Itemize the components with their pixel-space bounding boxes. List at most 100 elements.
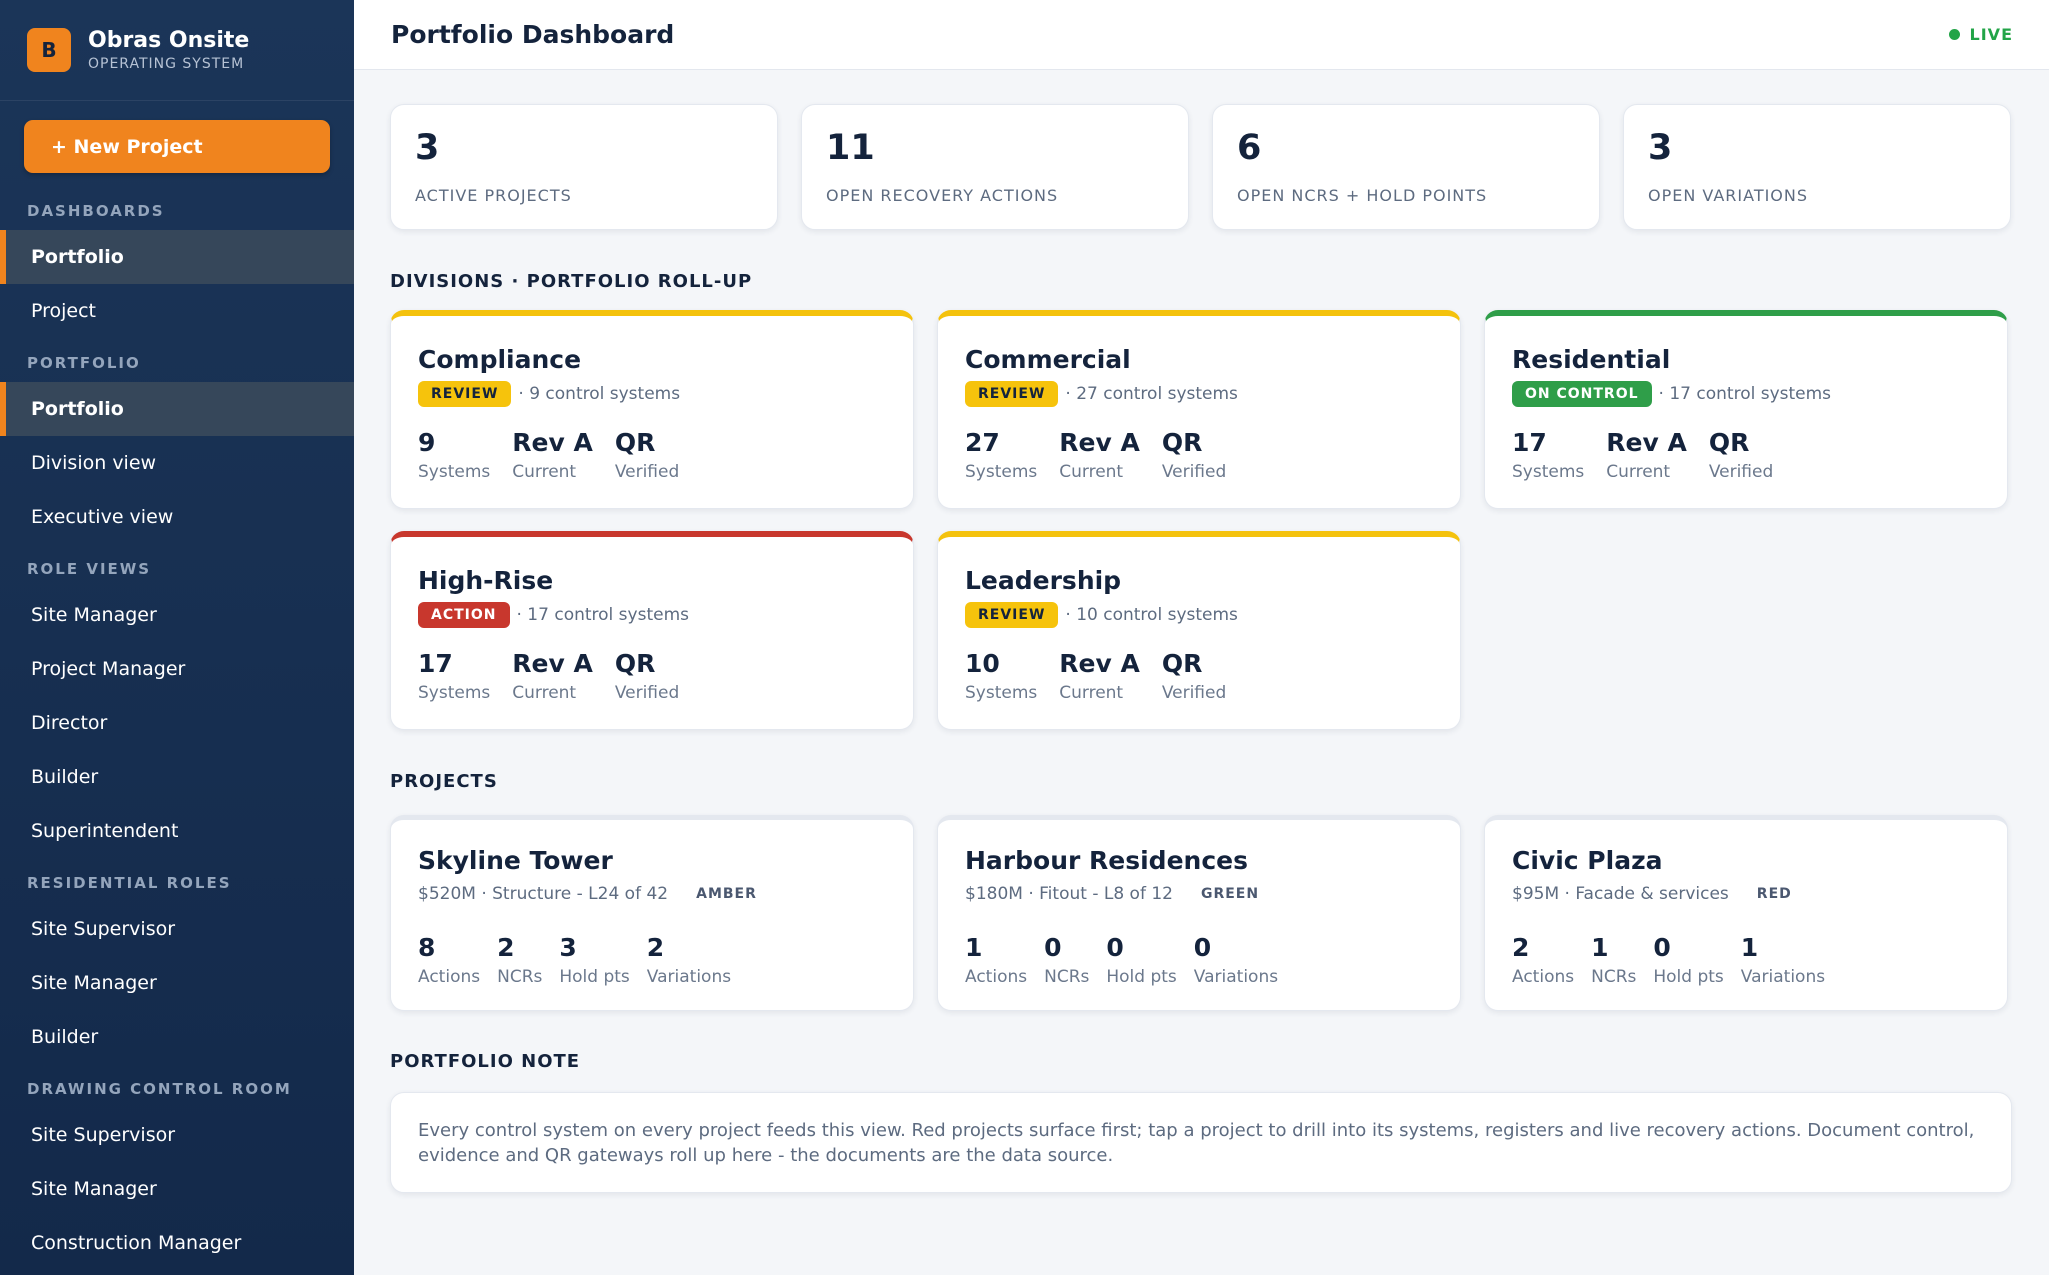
kpi-card: 3 Active projects	[390, 104, 778, 230]
sidebar-item-superintendent[interactable]: Superintendent	[31, 820, 179, 842]
stat-value: 27	[965, 428, 1000, 457]
project-name: Skyline Tower	[418, 846, 613, 875]
stat-value: 0	[1044, 933, 1062, 962]
stat-label: Systems	[965, 461, 1038, 482]
kpi-card: 6 Open NCRs + Hold points	[1212, 104, 1600, 230]
stat-label: Current	[1606, 461, 1671, 482]
nav-section-title: ROLE VIEWS	[27, 560, 152, 578]
status-badge: REVIEW	[418, 381, 512, 407]
stat-value: 0	[1653, 933, 1671, 962]
stat-label: Systems	[965, 682, 1038, 703]
brand[interactable]: B Obras Onsite OPERATING SYSTEM	[0, 0, 354, 101]
division-card-high-rise[interactable]: High-Rise ACTION · 17 control systems 17 S…	[390, 531, 914, 730]
stat-label: Verified	[1161, 461, 1227, 482]
stat-label: Variations	[1740, 966, 1826, 987]
brand-name: Obras Onsite	[88, 27, 250, 53]
stat-value: Rev A	[512, 428, 593, 457]
project-card-civic-plaza[interactable]: Civic Plaza $95M · Facade & services RED …	[1484, 815, 2008, 1011]
kpi-card: 3 Open variations	[1623, 104, 2011, 230]
brand-logo: B	[27, 28, 71, 72]
systems-count: · 9 control systems	[518, 384, 681, 404]
status-badge: REVIEW	[965, 602, 1059, 628]
divisions-section-title: Divisions · Portfolio roll-up	[390, 271, 753, 292]
stat-label: NCRs	[1591, 966, 1637, 987]
project-card-harbour-residences[interactable]: Harbour Residences $180M · Fitout - L8 o…	[937, 815, 1461, 1011]
stat-value: 0	[1193, 933, 1212, 962]
sidebar-item-construction-manager[interactable]: Construction Manager	[31, 1232, 242, 1254]
stat-label: Actions	[418, 966, 481, 987]
stat-value: 1	[1740, 933, 1759, 962]
brand-subtitle: OPERATING SYSTEM	[88, 56, 245, 73]
systems-count: · 27 control systems	[1065, 384, 1238, 404]
division-card-residential[interactable]: Residential ON CONTROL · 17 control syste…	[1484, 310, 2008, 509]
stat-label: Verified	[614, 682, 680, 703]
project-card-skyline-tower[interactable]: Skyline Tower $520M · Structure - L24 of…	[390, 815, 914, 1011]
stat-value: 17	[1512, 428, 1547, 457]
sidebar-item-site-manager[interactable]: Site Manager	[31, 604, 157, 626]
kpi-card: 11 Open recovery actions	[801, 104, 1189, 230]
sidebar-item-director[interactable]: Director	[31, 712, 108, 734]
project-meta: $180M · Fitout - L8 of 12	[965, 884, 1173, 904]
division-name: Compliance	[418, 345, 582, 374]
stat-value: QR	[1708, 428, 1750, 457]
status-badge: ACTION	[418, 602, 510, 628]
sidebar-item-site-manager-res[interactable]: Site Manager	[31, 972, 157, 994]
stat-label: Variations	[1193, 966, 1279, 987]
main-content: 3 Active projects 11 Open recovery actio…	[390, 104, 2012, 1193]
sidebar-item-builder-res[interactable]: Builder	[31, 1026, 99, 1048]
kpi-label: Open variations	[1648, 186, 1809, 205]
status-badge: REVIEW	[965, 381, 1059, 407]
division-card-commercial[interactable]: Commercial REVIEW · 27 control systems 27…	[937, 310, 1461, 509]
stat-label: Variations	[646, 966, 732, 987]
live-dot-icon	[1948, 29, 1960, 40]
systems-count: · 17 control systems	[516, 605, 690, 625]
kpi-value: 3	[1648, 128, 1673, 168]
sidebar-item-project-manager[interactable]: Project Manager	[31, 658, 186, 680]
division-name: Residential	[1512, 345, 1671, 374]
stat-value: QR	[1161, 428, 1203, 457]
live-label: LIVE	[1969, 25, 2013, 44]
sidebar-item-division-view[interactable]: Division view	[31, 452, 157, 474]
note-section-title: Portfolio note	[390, 1051, 581, 1072]
stat-label: Systems	[1512, 461, 1585, 482]
sidebar-item-project[interactable]: Project	[31, 300, 97, 322]
sidebar-item-builder[interactable]: Builder	[31, 766, 99, 788]
stat-value: QR	[614, 428, 656, 457]
sidebar-item-site-supervisor[interactable]: Site Supervisor	[31, 918, 176, 940]
stat-label: Current	[1059, 682, 1124, 703]
stat-label: Verified	[614, 461, 680, 482]
stat-value: Rev A	[512, 649, 593, 678]
stat-value: 3	[559, 933, 577, 962]
stat-value: 2	[497, 933, 515, 962]
sidebar-item-site-supervisor-dcr[interactable]: Site Supervisor	[31, 1124, 176, 1146]
stat-value: 9	[418, 428, 436, 457]
sidebar-item-site-manager-dcr[interactable]: Site Manager	[31, 1178, 157, 1200]
kpi-row: 3 Active projects 11 Open recovery actio…	[390, 104, 2012, 230]
stat-label: Actions	[965, 966, 1028, 987]
stat-value: 2	[646, 933, 665, 962]
sidebar-item-portfolio[interactable]: Portfolio	[0, 230, 354, 284]
stat-label: Systems	[418, 461, 491, 482]
division-card-compliance[interactable]: Compliance REVIEW · 9 control systems 9 Sy…	[390, 310, 914, 509]
stat-label: Verified	[1708, 461, 1774, 482]
project-cards: Skyline Tower $520M · Structure - L24 of…	[390, 815, 2012, 1011]
kpi-label: Active projects	[415, 186, 572, 205]
systems-count: · 17 control systems	[1658, 384, 1832, 404]
new-project-button[interactable]: + New Project	[24, 120, 330, 173]
stat-value: QR	[614, 649, 656, 678]
stat-label: Systems	[418, 682, 491, 703]
kpi-label: Open recovery actions	[826, 186, 1059, 205]
project-name: Harbour Residences	[965, 846, 1248, 875]
stat-value: Rev A	[1059, 649, 1140, 678]
sidebar-item-portfolio-2[interactable]: Portfolio	[0, 382, 354, 436]
stat-label: Verified	[1161, 682, 1227, 703]
portfolio-note: Every control system on every project fe…	[390, 1092, 2012, 1193]
stat-label: Hold pts	[1106, 966, 1177, 987]
stat-label: Current	[512, 461, 577, 482]
nav-section-title: PORTFOLIO	[27, 354, 141, 372]
sidebar-item-executive-view[interactable]: Executive view	[31, 506, 174, 528]
project-name: Civic Plaza	[1512, 846, 1663, 875]
stat-value: 17	[418, 649, 453, 678]
division-card-leadership[interactable]: Leadership REVIEW · 10 control systems 10…	[937, 531, 1461, 730]
division-name: Commercial	[965, 345, 1131, 374]
